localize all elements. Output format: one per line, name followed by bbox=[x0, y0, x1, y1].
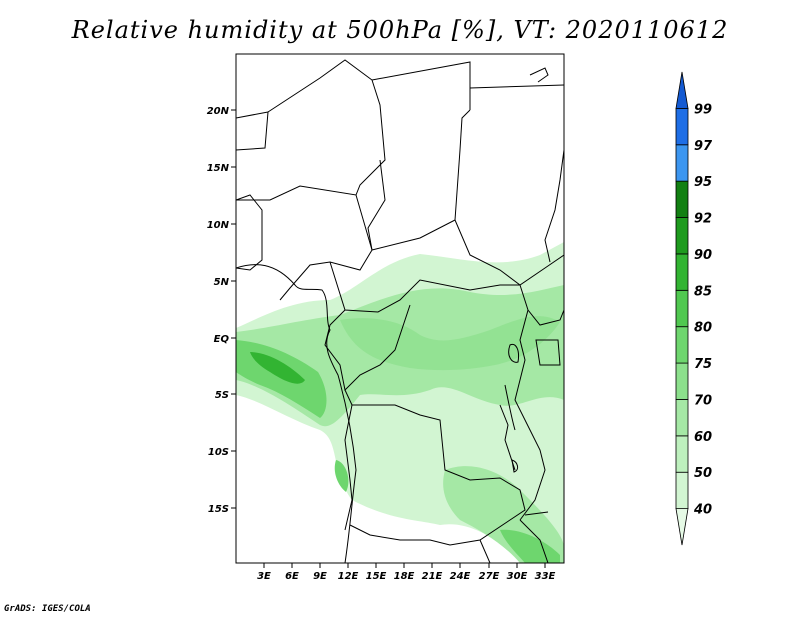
colorbar-segment bbox=[675, 289, 689, 328]
colorbar-label: 99 bbox=[694, 102, 712, 117]
colorbar-segment bbox=[675, 508, 689, 546]
colorbar-segment bbox=[675, 253, 689, 291]
lat-axis: 20N 15N 10N 5N EQ 5S 10S 15S bbox=[207, 106, 236, 515]
lon-label: 18E bbox=[394, 571, 415, 582]
colorbar-label: 85 bbox=[694, 284, 712, 299]
lon-label: 9E bbox=[313, 571, 327, 582]
colorbar-label: 50 bbox=[694, 466, 712, 481]
humidity-shading bbox=[236, 242, 564, 563]
lat-label: 10S bbox=[208, 447, 229, 458]
lat-label: EQ bbox=[214, 334, 230, 345]
lat-label: 10N bbox=[207, 220, 230, 231]
lat-label: 5S bbox=[215, 390, 229, 401]
lakes bbox=[504, 343, 549, 516]
colorbar-segment bbox=[675, 399, 689, 437]
lon-label: 3E bbox=[257, 571, 271, 582]
lon-label: 6E bbox=[285, 571, 299, 582]
map-frame bbox=[235, 53, 565, 564]
colorbar-label: 95 bbox=[694, 175, 712, 190]
colorbar-label: 80 bbox=[694, 321, 712, 336]
lat-label: 15N bbox=[207, 163, 230, 174]
colorbar-segments bbox=[675, 71, 689, 546]
colorbar-label: 92 bbox=[694, 212, 712, 227]
colorbar-label: 60 bbox=[694, 430, 712, 445]
colorbar-segment bbox=[675, 435, 689, 473]
colorbar-segment bbox=[675, 180, 689, 218]
colorbar-label: 40 bbox=[693, 503, 712, 518]
map-title: Relative humidity at 500hPa [%], VT: 202… bbox=[71, 16, 729, 44]
country-borders bbox=[236, 59, 564, 563]
colorbar-segment bbox=[675, 71, 689, 109]
colorbar-label: 70 bbox=[694, 393, 712, 408]
colorbar-segment bbox=[675, 362, 689, 400]
lon-axis: 3E 6E 9E 12E 15E 18E 21E 24E 27E 30E 33E bbox=[257, 563, 556, 582]
colorbar-label: 97 bbox=[694, 139, 713, 154]
colorbar-labels: 40 50 60 70 75 80 85 90 92 95 97 99 bbox=[693, 102, 713, 517]
lon-label: 12E bbox=[338, 571, 359, 582]
footer-credit: GrADS: IGES/COLA bbox=[4, 604, 91, 614]
lat-label: 20N bbox=[207, 106, 230, 117]
colorbar-segment bbox=[675, 217, 689, 255]
lat-label: 15S bbox=[208, 504, 229, 515]
lon-label: 30E bbox=[507, 571, 528, 582]
lon-label: 21E bbox=[422, 571, 443, 582]
colorbar-label: 90 bbox=[694, 248, 712, 263]
lon-label: 15E bbox=[366, 571, 387, 582]
colorbar-segment bbox=[675, 107, 689, 146]
lon-label: 27E bbox=[479, 571, 500, 582]
colorbar: 40 50 60 70 75 80 85 90 92 95 97 99 bbox=[675, 71, 713, 546]
colorbar-segment bbox=[675, 471, 689, 510]
lon-label: 24E bbox=[450, 571, 471, 582]
coastline bbox=[236, 67, 564, 563]
colorbar-label: 75 bbox=[694, 357, 712, 372]
colorbar-segment bbox=[675, 326, 689, 364]
colorbar-segment bbox=[675, 144, 689, 182]
lon-label: 33E bbox=[535, 571, 556, 582]
lat-label: 5N bbox=[214, 277, 230, 288]
